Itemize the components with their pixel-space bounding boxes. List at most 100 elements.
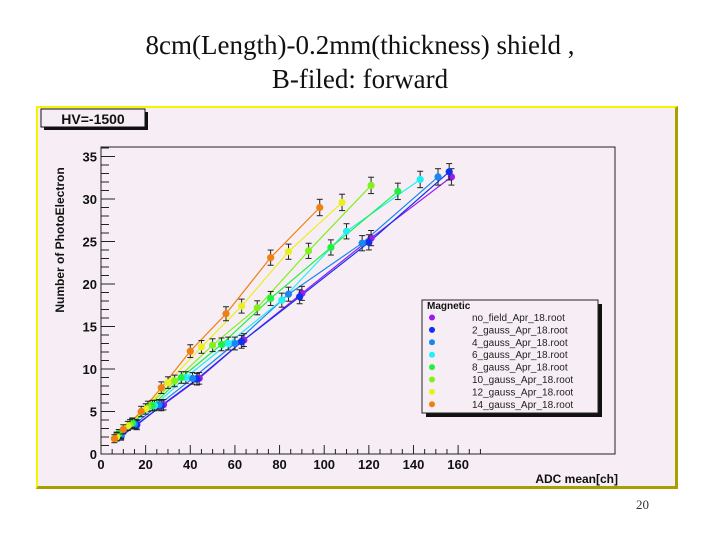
x-tick-label: 160: [447, 457, 469, 472]
marker-1: [238, 338, 246, 346]
slide-title-line2: B-filed: forward: [271, 64, 449, 94]
marker-3: [342, 227, 351, 235]
data-point: [186, 344, 194, 359]
marker-6: [164, 379, 172, 387]
y-tick-label: 25: [83, 235, 97, 250]
x-tick-label: 0: [97, 457, 104, 472]
data-point: [316, 198, 324, 217]
data-point: [137, 405, 145, 418]
data-point: [267, 290, 275, 306]
data-point: [445, 163, 453, 181]
data-point: [222, 306, 230, 322]
legend-marker: [429, 314, 435, 321]
y-tick-label: 5: [90, 405, 97, 420]
y-tick-label: 30: [83, 192, 97, 207]
y-tick-label: 35: [83, 150, 97, 165]
series-points: [110, 163, 456, 444]
marker-5: [171, 377, 179, 385]
axes: 0 20 40 60 80 100 120 140 160 0 5 10 15 20 25 30 35: [83, 147, 481, 472]
marker-7: [186, 347, 194, 355]
data-point: [157, 381, 165, 394]
marker-5: [367, 181, 375, 189]
legend-entry: 12_gauss_Apr_18.root: [472, 387, 573, 398]
legend-entry: 4_gauss_Apr_18.root: [472, 338, 568, 349]
marker-4: [327, 243, 335, 252]
chart-title: HV=-1500: [61, 111, 125, 127]
series-line-0: [120, 176, 452, 436]
series-line-1: [120, 171, 450, 437]
series-line-2: [120, 176, 439, 435]
data-point: [296, 289, 304, 305]
x-tick-label: 140: [403, 457, 425, 472]
marker-7: [222, 310, 230, 318]
x-tick-label: 100: [313, 457, 335, 472]
data-point: [142, 403, 150, 415]
marker-7: [316, 203, 324, 212]
marker-6: [338, 198, 346, 206]
data-point: [342, 223, 351, 240]
x-tick-label: 40: [183, 457, 197, 472]
root-canvas: [36, 106, 678, 489]
legend-marker: [429, 351, 435, 358]
marker-2: [358, 239, 366, 247]
chart-title-box: HV=-1500: [40, 108, 148, 130]
data-point: [304, 242, 313, 259]
marker-7: [110, 435, 118, 443]
legend-marker: [429, 364, 435, 371]
marker-1: [365, 238, 373, 246]
legend-marker: [429, 388, 435, 395]
marker-5: [304, 247, 313, 255]
x-tick-label: 60: [228, 457, 242, 472]
legend-title: Magnetic: [427, 301, 471, 312]
y-tick-label: 0: [90, 447, 97, 462]
data-point: [278, 292, 286, 308]
data-point: [238, 334, 246, 349]
marker-3: [224, 339, 232, 348]
series-line-6: [116, 201, 343, 438]
marker-6: [197, 343, 206, 351]
slide-title-line1: 8cm(Length)-0.2mm(thickness) shield ,: [145, 30, 575, 60]
data-point: [284, 286, 293, 302]
marker-4: [217, 340, 226, 348]
data-point: [188, 372, 197, 385]
marker-7: [119, 425, 127, 433]
data-point: [327, 239, 335, 256]
legend-entry: 6_gauss_Apr_18.root: [472, 350, 568, 361]
data-point: [231, 336, 239, 351]
marker-2: [231, 339, 239, 348]
marker-1: [296, 293, 304, 301]
data-point: [197, 340, 206, 354]
marker-5: [209, 341, 217, 349]
y-tick-label: 10: [83, 362, 97, 377]
marker-6: [284, 248, 293, 256]
legend-marker: [429, 401, 435, 408]
legend-entry: no_field_Apr_18.root: [472, 313, 565, 324]
data-point: [365, 234, 373, 251]
data-point: [416, 170, 424, 189]
legend: Magnetic no_field_Apr_18.root2_gauss_Apr…: [421, 299, 602, 417]
data-point: [284, 243, 293, 260]
marker-4: [267, 294, 275, 303]
legend-entry: 8_gauss_Apr_18.root: [472, 363, 568, 374]
x-axis-title: ADC mean[ch]: [535, 472, 618, 486]
legend-marker: [429, 376, 435, 383]
legend-entry: 2_gauss_Apr_18.root: [472, 325, 568, 336]
series-line-4: [118, 190, 399, 435]
marker-3: [416, 175, 424, 184]
series-line-3: [118, 179, 421, 435]
y-tick-label: 15: [83, 320, 97, 335]
data-point: [253, 300, 261, 316]
data-point: [358, 235, 366, 252]
marker-7: [137, 407, 145, 416]
data-point: [267, 249, 275, 266]
marker-2: [188, 374, 197, 382]
data-point: [367, 176, 375, 195]
legend-entry: 14_gauss_Apr_18.root: [472, 400, 573, 411]
marker-3: [278, 296, 286, 304]
marker-2: [284, 290, 293, 298]
data-point: [434, 168, 442, 186]
x-tick-label: 80: [272, 457, 286, 472]
legend-entry: 10_gauss_Apr_18.root: [472, 375, 573, 386]
data-point: [394, 182, 402, 201]
